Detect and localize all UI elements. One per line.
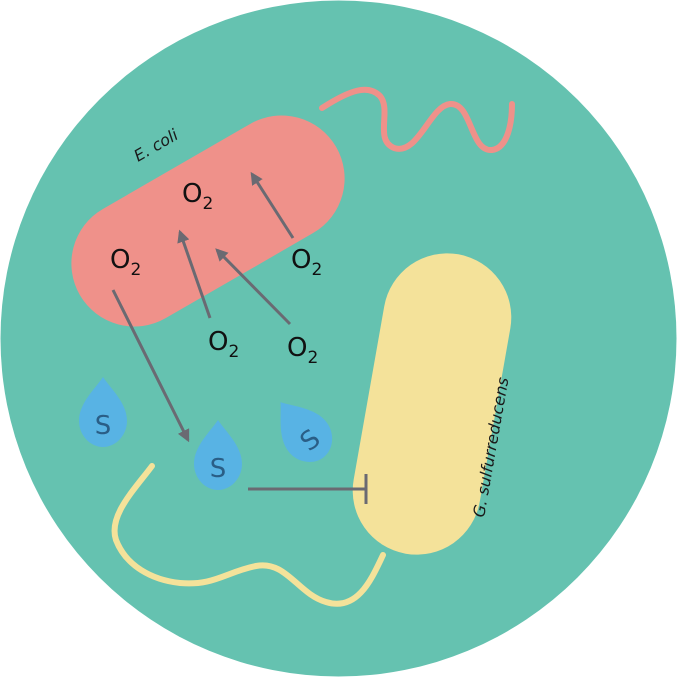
- ecoli-cell: [71, 115, 345, 327]
- sulfur-drop-tilted: S: [261, 387, 343, 473]
- oxygen-arrow-2: [177, 229, 212, 319]
- oxygen-inside-1: O2: [182, 179, 213, 214]
- ecoli-flagellum: [319, 86, 515, 153]
- sulfur-drop-left: S: [79, 377, 127, 447]
- inhibition-arrow: [248, 474, 368, 504]
- oxygen-outside-1: O2: [291, 245, 322, 280]
- oxygen-arrow-1: [250, 171, 295, 239]
- oxygen-outside-3: O2: [287, 333, 318, 368]
- oxygen-inside-2: O2: [110, 245, 141, 280]
- geobacter-cell: [352, 253, 512, 555]
- oxygen-outside-2: O2: [208, 327, 239, 362]
- oxygen-arrow-3: [215, 248, 292, 326]
- sulfur-drop-center: S: [194, 420, 242, 490]
- svg-text:S: S: [210, 454, 227, 484]
- sulfur-production-arrow: [111, 289, 190, 443]
- geobacter-flagellum: [111, 463, 386, 607]
- oxygen-uptake-arrows: [111, 171, 295, 443]
- svg-text:S: S: [95, 411, 112, 441]
